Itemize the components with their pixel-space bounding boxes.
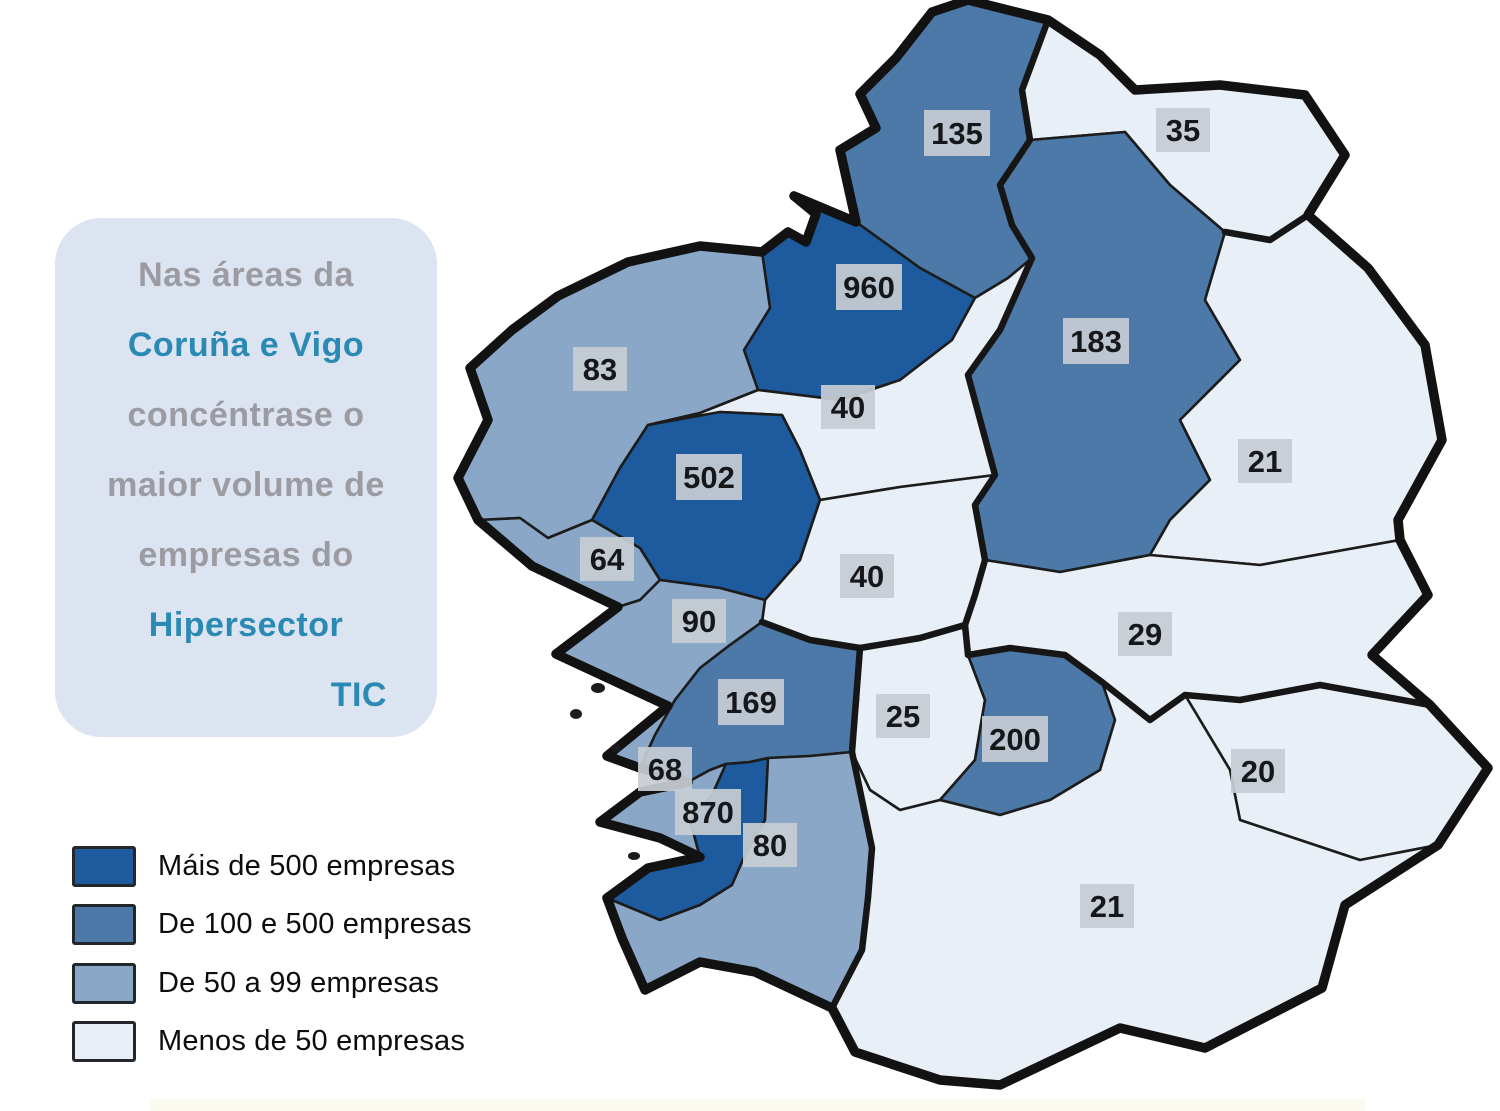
value-label-box-ourensesur — [1080, 884, 1134, 928]
value-label-box-ancares — [1238, 439, 1292, 483]
legend-label: Menos de 50 empresas — [158, 1025, 466, 1057]
infobox-line: concéntrase o — [127, 396, 365, 434]
galicia-outline — [453, 0, 1493, 1090]
value-label-condado: 80 — [753, 828, 787, 863]
value-label-box-marina — [1156, 108, 1210, 152]
infobox: Nas áreas da Coruña e Vigo concéntrase o… — [55, 218, 437, 737]
legend-item: Máis de 500 empresas — [72, 845, 472, 887]
value-label-coruna: 960 — [843, 270, 895, 305]
border-marina-ancares — [1221, 211, 1312, 244]
value-label-pontevedra: 169 — [725, 685, 777, 720]
value-label-box-valdeorras — [1231, 749, 1285, 793]
border-coruna-lugo — [961, 16, 1052, 629]
island-icon — [591, 683, 605, 693]
value-label-ancares: 21 — [1248, 444, 1282, 479]
value-label-ourense: 200 — [989, 722, 1041, 757]
province-borders — [758, 16, 1434, 1012]
value-label-betanzos: 40 — [831, 390, 865, 425]
legend-swatch-cat1 — [72, 845, 136, 887]
value-label-box-muros — [580, 537, 634, 581]
value-label-deza: 25 — [886, 699, 920, 734]
value-label-vigo: 870 — [682, 795, 734, 830]
value-label-box-ulloa — [840, 554, 894, 598]
legend-label: De 100 e 500 empresas — [158, 908, 472, 940]
value-label-box-ourense — [982, 716, 1048, 762]
legend-item: De 100 e 500 empresas — [72, 904, 472, 946]
value-label-box-lugo — [1063, 318, 1129, 364]
value-label-lemos: 29 — [1128, 617, 1162, 652]
infobox-line: TIC — [330, 676, 387, 714]
region-value-labels: 135 35 960 183 83 40 21 502 64 40 90 29 169 25 200 20 68… — [573, 108, 1292, 928]
legend-label: Máis de 500 empresas — [158, 849, 456, 882]
legend-item: De 50 a 99 empresas — [72, 962, 472, 1004]
value-label-box-lemos — [1118, 612, 1172, 656]
infobox-line: Hipersector — [148, 606, 344, 644]
bottom-strip — [150, 1099, 1365, 1111]
border-lugo-ourense — [758, 618, 1434, 724]
legend-item: Menos de 50 empresas — [72, 1021, 472, 1063]
island-icon — [611, 744, 621, 752]
legend-swatch-cat4 — [72, 1021, 136, 1062]
ria-islands — [570, 683, 640, 860]
infobox-line: empresas do — [138, 536, 354, 574]
value-label-box-pontevedra — [718, 679, 784, 725]
value-label-box-ferrol — [924, 110, 990, 156]
value-label-box-vigo — [675, 789, 741, 835]
value-label-muros: 64 — [590, 542, 625, 577]
value-label-sar: 90 — [682, 604, 716, 639]
legend-label: De 50 a 99 empresas — [158, 966, 440, 999]
value-label-box-condado — [743, 823, 797, 867]
value-label-lugo: 183 — [1070, 324, 1122, 359]
value-label-box-morrazo — [638, 747, 692, 791]
value-label-valdeorras: 20 — [1241, 754, 1275, 789]
infobox-line: Nas áreas da — [138, 256, 354, 294]
legend: Máis de 500 empresas De 100 e 500 empres… — [72, 845, 472, 1079]
value-label-marina: 35 — [1166, 113, 1200, 148]
infobox-line: Coruña e Vigo — [127, 326, 365, 364]
value-label-santiago: 502 — [683, 460, 735, 495]
legend-swatch-cat3 — [72, 962, 136, 1004]
value-label-box-bergantinos — [573, 347, 627, 391]
value-label-box-santiago — [676, 454, 742, 500]
island-icon — [628, 852, 640, 860]
value-label-ulloa: 40 — [850, 559, 884, 594]
border-pontevedra-ourense — [828, 644, 876, 1012]
island-icon — [570, 709, 582, 719]
value-label-box-sar — [672, 599, 726, 643]
infobox-line: maior volume de — [107, 466, 385, 504]
value-label-bergantinos: 83 — [583, 352, 617, 387]
value-label-box-betanzos — [821, 385, 875, 429]
legend-swatch-cat2 — [72, 904, 136, 945]
value-label-ourensesur: 21 — [1090, 889, 1124, 924]
value-label-box-deza — [876, 694, 930, 738]
value-label-box-coruna — [836, 264, 902, 310]
value-label-ferrol: 135 — [931, 116, 983, 151]
value-label-morrazo: 68 — [648, 752, 682, 787]
